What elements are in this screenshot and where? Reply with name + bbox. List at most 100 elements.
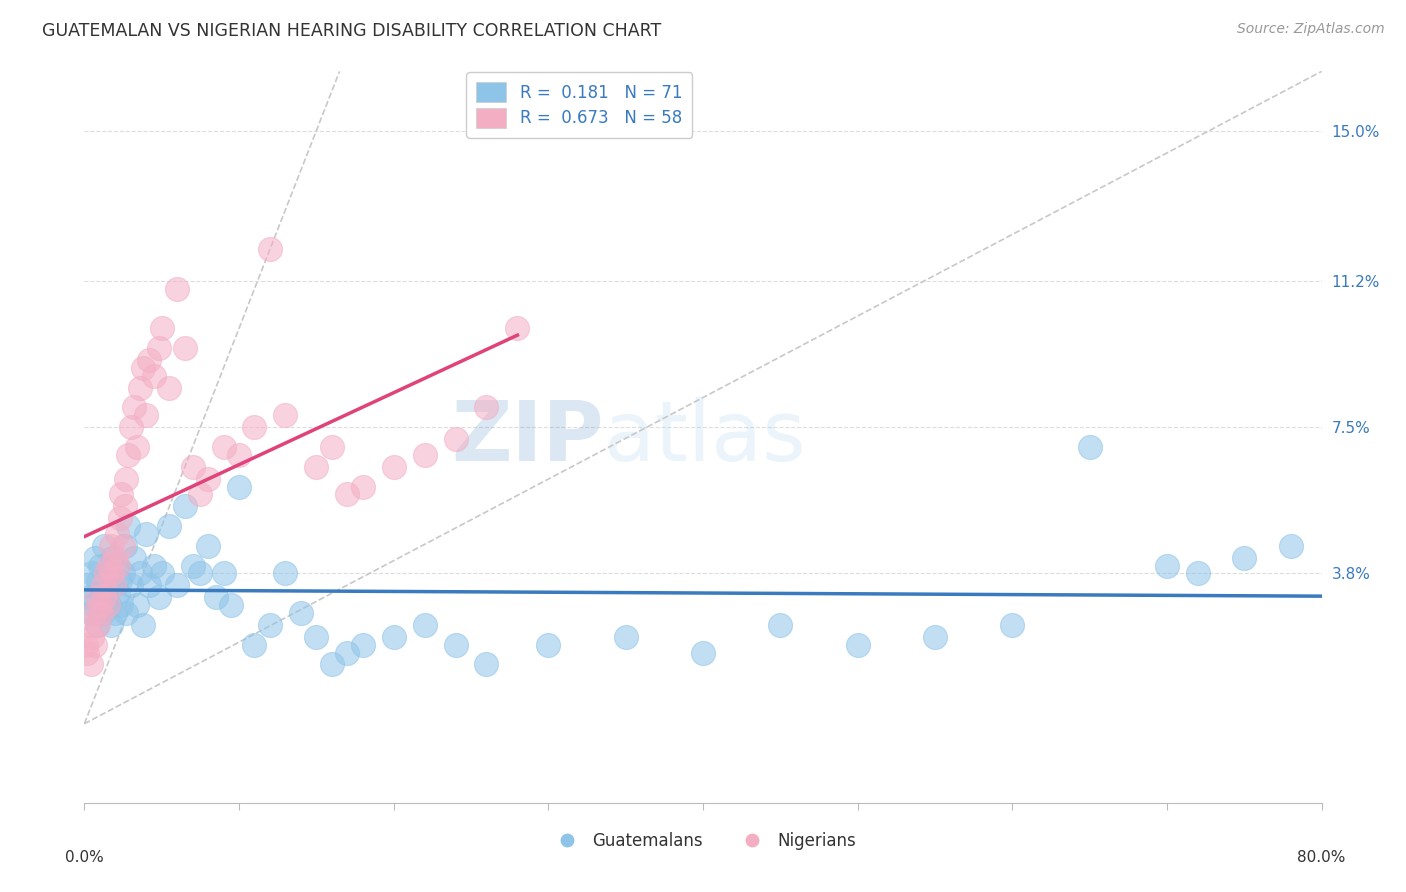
Point <box>108 511 131 525</box>
Point <box>98 558 121 573</box>
Point <box>336 487 359 501</box>
Point <box>1187 566 1209 581</box>
Point <box>444 638 467 652</box>
Point <box>205 591 228 605</box>
Point <box>413 618 436 632</box>
Point <box>305 459 328 474</box>
Point <box>174 341 197 355</box>
Point <box>212 440 235 454</box>
Point <box>1001 618 1024 632</box>
Point <box>93 539 115 553</box>
Point <box>148 341 170 355</box>
Point <box>86 618 108 632</box>
Point <box>614 630 637 644</box>
Point <box>91 578 114 592</box>
Point <box>87 618 110 632</box>
Point <box>84 550 107 565</box>
Point <box>143 368 166 383</box>
Point <box>110 598 132 612</box>
Point <box>112 539 135 553</box>
Point <box>120 420 142 434</box>
Point <box>94 591 117 605</box>
Point <box>83 606 105 620</box>
Point <box>125 598 148 612</box>
Point <box>150 321 173 335</box>
Point <box>129 566 152 581</box>
Point <box>104 606 127 620</box>
Point <box>336 646 359 660</box>
Point <box>228 479 250 493</box>
Point <box>76 646 98 660</box>
Text: GUATEMALAN VS NIGERIAN HEARING DISABILITY CORRELATION CHART: GUATEMALAN VS NIGERIAN HEARING DISABILIT… <box>42 22 661 40</box>
Point <box>110 487 132 501</box>
Point <box>103 578 125 592</box>
Point <box>101 550 124 565</box>
Point <box>82 566 104 581</box>
Point <box>148 591 170 605</box>
Point <box>166 578 188 592</box>
Point <box>475 401 498 415</box>
Point <box>181 459 204 474</box>
Point <box>89 558 111 573</box>
Point <box>1078 440 1101 454</box>
Point <box>114 539 136 553</box>
Point <box>846 638 869 652</box>
Point <box>82 630 104 644</box>
Point <box>115 472 138 486</box>
Point <box>138 353 160 368</box>
Point <box>135 409 157 423</box>
Point <box>188 566 211 581</box>
Point <box>259 242 281 256</box>
Point <box>107 586 129 600</box>
Point <box>90 586 112 600</box>
Point <box>243 420 266 434</box>
Point <box>132 618 155 632</box>
Point <box>413 448 436 462</box>
Point <box>84 638 107 652</box>
Point <box>105 527 128 541</box>
Point <box>89 598 111 612</box>
Point <box>188 487 211 501</box>
Point <box>125 440 148 454</box>
Point <box>444 432 467 446</box>
Point <box>117 519 139 533</box>
Text: 80.0%: 80.0% <box>1298 850 1346 865</box>
Point <box>120 578 142 592</box>
Point <box>924 630 946 644</box>
Point <box>83 598 105 612</box>
Point <box>103 578 125 592</box>
Point <box>132 360 155 375</box>
Point <box>93 591 115 605</box>
Point <box>117 448 139 462</box>
Point <box>108 574 131 589</box>
Point <box>1233 550 1256 565</box>
Point <box>138 578 160 592</box>
Point <box>101 566 124 581</box>
Point <box>96 598 118 612</box>
Point <box>174 500 197 514</box>
Point <box>150 566 173 581</box>
Point <box>107 558 129 573</box>
Point <box>100 618 122 632</box>
Point <box>114 500 136 514</box>
Point <box>79 657 101 672</box>
Point <box>166 282 188 296</box>
Point <box>94 566 117 581</box>
Point <box>321 657 343 672</box>
Text: 0.0%: 0.0% <box>65 850 104 865</box>
Point <box>181 558 204 573</box>
Point <box>475 657 498 672</box>
Point <box>1156 558 1178 573</box>
Point <box>1279 539 1302 553</box>
Point <box>243 638 266 652</box>
Point <box>91 606 114 620</box>
Point <box>76 578 98 592</box>
Point <box>159 381 180 395</box>
Point <box>212 566 235 581</box>
Point <box>75 638 97 652</box>
Point <box>352 479 374 493</box>
Point <box>143 558 166 573</box>
Point <box>77 591 100 605</box>
Point <box>692 646 714 660</box>
Point <box>112 566 135 581</box>
